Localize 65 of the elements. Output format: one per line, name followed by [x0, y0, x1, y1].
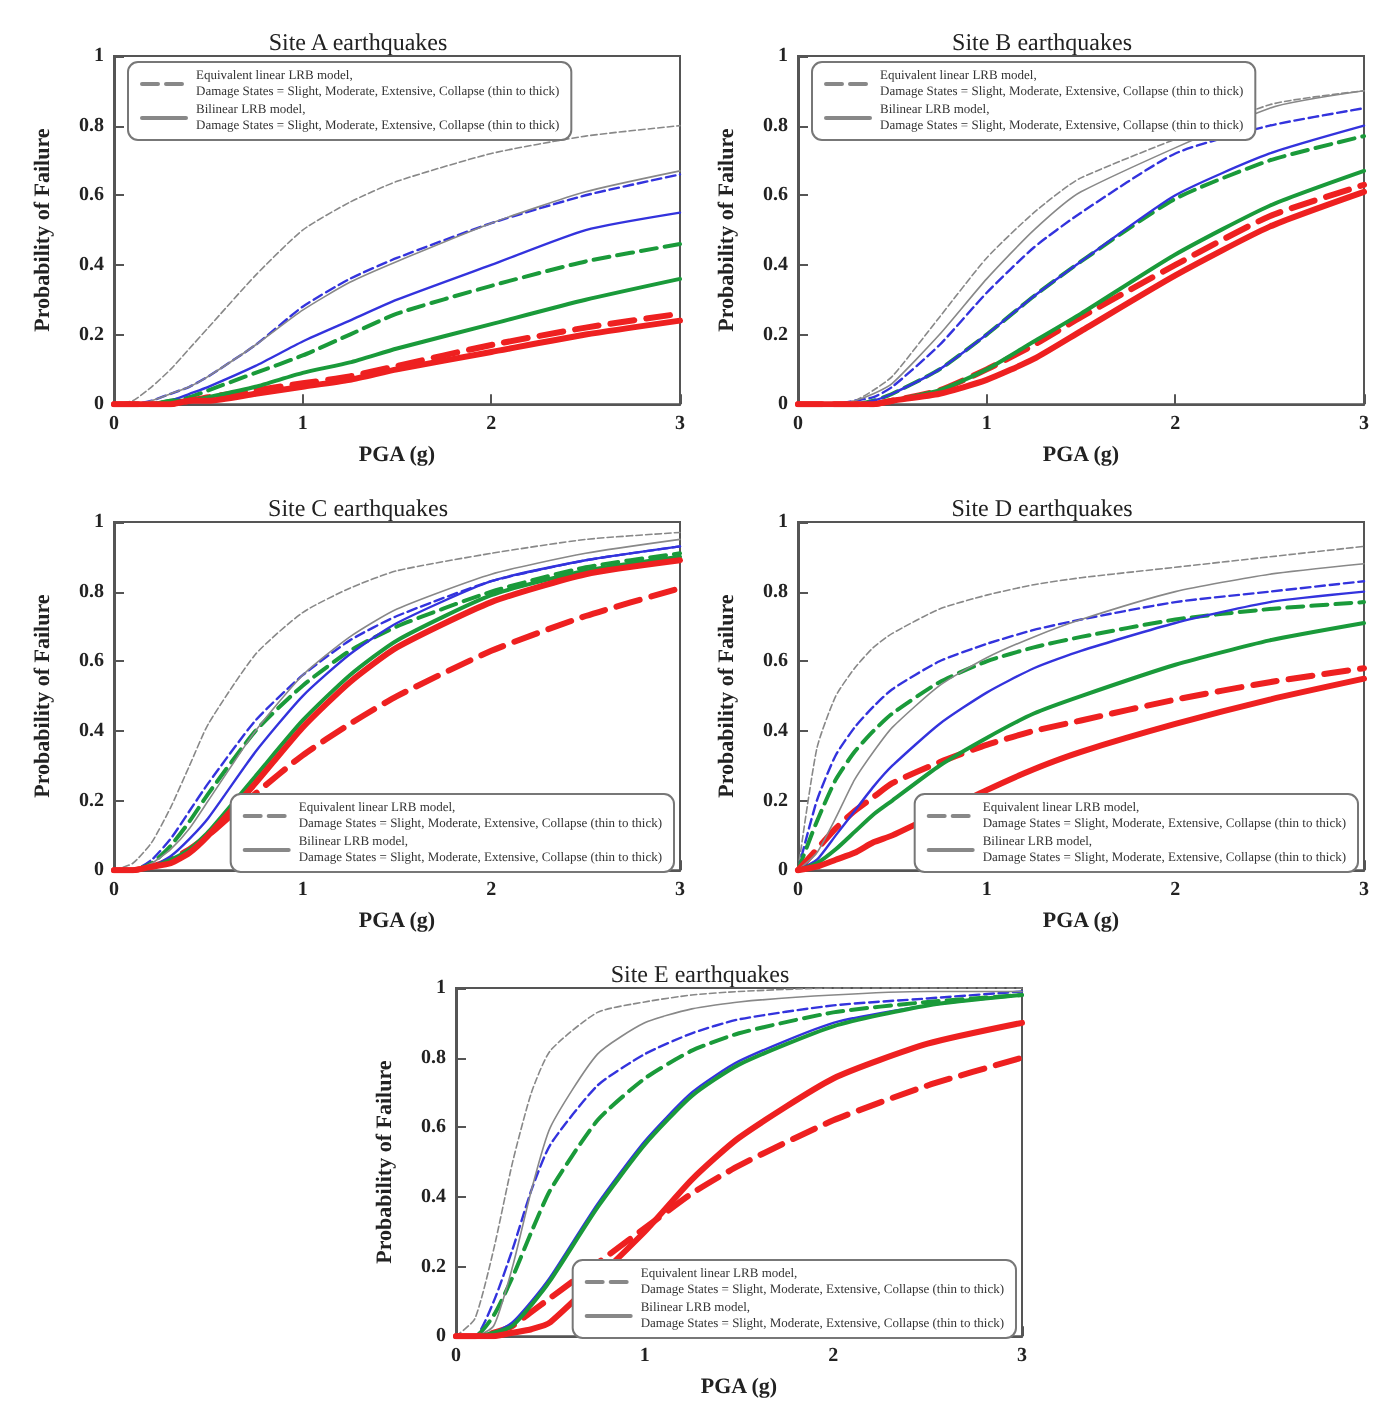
- x-tick-label: 2: [1170, 413, 1181, 436]
- y-tick-label: 0: [778, 393, 788, 416]
- y-tick-label: 0.4: [79, 253, 104, 276]
- y-tick-label: 0.2: [763, 323, 788, 346]
- x-tick-label: 0: [109, 879, 119, 902]
- x-axis-title: PGA (g): [358, 909, 436, 933]
- x-tick-label: 1: [981, 413, 992, 436]
- y-tick-label: 0.4: [763, 719, 788, 742]
- x-tick-label: 3: [1359, 413, 1369, 436]
- x-tick-label: 1: [297, 879, 308, 902]
- y-tick-label: 0.4: [79, 719, 104, 742]
- x-tick-label: 1: [981, 879, 992, 902]
- y-tick-label: 0.4: [763, 253, 788, 276]
- y-tick-label: 1: [436, 977, 446, 999]
- y-axis-title: Probability of Failure: [31, 594, 55, 798]
- y-axis-title: Probability of Failure: [31, 128, 55, 332]
- chart-title: Site B earthquakes: [952, 28, 1133, 56]
- x-tick-label: 2: [1170, 879, 1181, 902]
- y-tick-label: 0.6: [763, 184, 788, 207]
- x-tick-label: 3: [675, 413, 685, 436]
- y-tick-label: 0.6: [421, 1116, 446, 1139]
- x-tick-label: 0: [793, 413, 803, 436]
- y-tick-label: 0.2: [79, 323, 104, 346]
- y-tick-label: 0: [778, 859, 788, 882]
- x-tick-label: 1: [297, 413, 308, 436]
- y-tick-label: 0: [94, 393, 104, 416]
- x-tick-label: 3: [675, 879, 685, 902]
- y-axis-title: Probability of Failure: [373, 1060, 397, 1264]
- chart-title: Site A earthquakes: [268, 28, 448, 56]
- y-tick-label: 0.2: [421, 1255, 446, 1278]
- y-tick-label: 0.2: [763, 789, 788, 812]
- y-tick-label: 0.6: [79, 184, 104, 207]
- x-tick-label: 2: [486, 879, 497, 902]
- y-axis-title: Probability of Failure: [715, 594, 739, 798]
- x-axis-title: PGA (g): [1042, 909, 1120, 933]
- y-tick-label: 0.2: [79, 789, 104, 812]
- y-tick-label: 0.4: [421, 1185, 446, 1208]
- y-tick-label: 0.8: [763, 580, 788, 603]
- x-axis-title: PGA (g): [1042, 443, 1120, 467]
- x-tick-label: 0: [793, 879, 803, 902]
- chart-title: Site C earthquakes: [268, 494, 449, 522]
- y-tick-label: 0.8: [763, 114, 788, 137]
- x-axis-title: PGA (g): [700, 1375, 778, 1399]
- x-axis-title: PGA (g): [358, 443, 436, 467]
- y-tick-label: 1: [778, 511, 788, 533]
- y-tick-label: 1: [94, 511, 104, 533]
- y-tick-label: 0.6: [763, 650, 788, 673]
- y-tick-label: 0: [436, 1325, 446, 1348]
- chart-title: Site E earthquakes: [610, 960, 790, 988]
- y-tick-label: 0.6: [79, 650, 104, 673]
- y-axis-title: Probability of Failure: [715, 128, 739, 332]
- y-tick-label: 0.8: [421, 1046, 446, 1069]
- x-tick-label: 0: [109, 413, 119, 436]
- x-tick-label: 0: [451, 1345, 461, 1368]
- x-tick-label: 2: [828, 1345, 839, 1368]
- x-tick-label: 3: [1359, 879, 1369, 902]
- y-tick-label: 0: [94, 859, 104, 882]
- x-tick-label: 1: [639, 1345, 650, 1368]
- x-tick-label: 3: [1017, 1345, 1027, 1368]
- x-tick-label: 2: [486, 413, 497, 436]
- y-tick-label: 0.8: [79, 114, 104, 137]
- y-tick-label: 1: [778, 45, 788, 67]
- y-tick-label: 1: [94, 45, 104, 67]
- chart-title: Site D earthquakes: [951, 494, 1134, 522]
- y-tick-label: 0.8: [79, 580, 104, 603]
